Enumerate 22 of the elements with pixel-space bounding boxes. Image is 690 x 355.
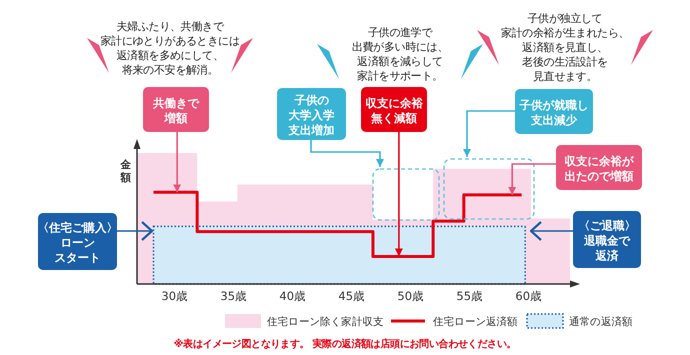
x-tick-label: 35歳 — [220, 289, 248, 303]
legend-label: 住宅ローン除く家計収支 — [267, 315, 384, 328]
text: 〈ご退職〉退職金で返済 — [578, 218, 636, 262]
x-tick-label: 30歳 — [161, 289, 188, 303]
annotation: 収支に余裕無く減額 — [365, 96, 424, 125]
text: 〈住宅ご購入〉ローンスタート — [37, 220, 118, 264]
annotation: 共働きで増額 — [152, 96, 200, 125]
text: 子供の進学で出費が多い時には、返済額を減らして家計をサポート。 — [352, 26, 448, 82]
text: ※表はイメージ図となります。 実際の返済額は店頭にお問い合わせください。 — [174, 338, 516, 350]
x-tick-label: 45歳 — [338, 289, 366, 303]
x-tick-label: 40歳 — [279, 289, 306, 303]
legend-label: 住宅ローン返済額 — [433, 315, 518, 328]
text: 夫婦ふたり、共働きで家計にゆとりがあるときには返済額を多めにして、将来の不安を解消。 — [100, 20, 240, 76]
annotation: 収支に余裕が出たので増額 — [564, 154, 635, 183]
legend-label: 通常の返済額 — [569, 315, 633, 328]
text: 子供が独立して家計の余裕が生まれたら、返済額を見直し、老後の生活設計を見直せます。 — [500, 12, 630, 83]
x-tick-label: 60歳 — [515, 289, 542, 303]
x-tick-label: 55歳 — [456, 289, 484, 303]
text: 子供が就職し支出減少 — [518, 98, 588, 127]
text: 子供の大学入学支出増加 — [288, 93, 335, 137]
y-axis-title: 金額 — [120, 158, 132, 184]
x-tick-label: 50歳 — [397, 289, 424, 303]
